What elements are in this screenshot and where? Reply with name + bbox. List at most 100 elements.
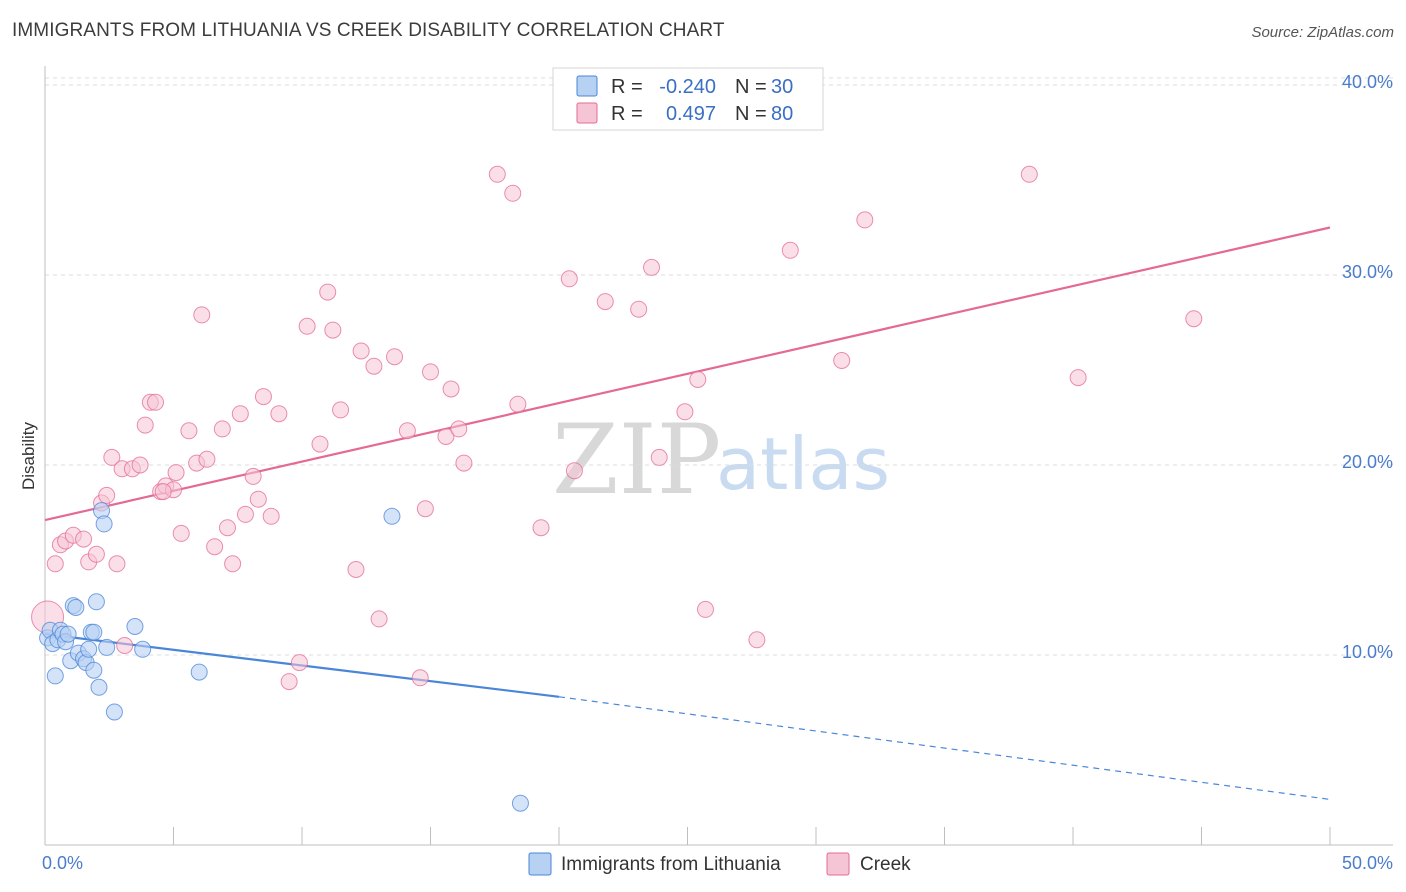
creek-point [504, 184, 522, 202]
bottom-legend-label-creek: Creek [860, 854, 911, 875]
creek-points [31, 165, 1203, 691]
creek-point [262, 507, 280, 525]
series-legend: Immigrants from Lithuania Creek [528, 852, 911, 876]
legend-r-label-1: R = [611, 76, 643, 98]
creek-point [193, 306, 211, 324]
creek-point [781, 241, 799, 259]
legend-swatch-lithuania [576, 75, 598, 97]
creek-point [748, 631, 766, 649]
lithuania-point [190, 663, 208, 681]
y-tick-label-40: 40.0% [1342, 72, 1393, 92]
lithuania-point [46, 667, 64, 685]
lithuania-point [126, 618, 144, 635]
y-axis-label: Disability [19, 421, 38, 490]
creek-point [630, 300, 648, 318]
chart-title: IMMIGRANTS FROM LITHUANIA VS CREEK DISAB… [12, 20, 725, 41]
lithuania-point [134, 640, 152, 658]
creek-point [386, 348, 404, 366]
creek-point [270, 405, 288, 423]
creek-point [696, 600, 714, 618]
x-tick-label-max: 50.0% [1342, 853, 1393, 873]
creek-point [311, 435, 329, 453]
lithuania-point [67, 599, 85, 616]
creek-point [856, 211, 874, 229]
creek-point [224, 555, 242, 573]
creek-point [442, 380, 460, 398]
legend-swatch-creek [576, 102, 598, 124]
y-tick-label-10: 10.0% [1342, 642, 1393, 662]
source-credit: Source: ZipAtlas.com [1251, 24, 1394, 41]
creek-point [87, 545, 105, 563]
creek-point [833, 352, 851, 369]
creek-point [560, 270, 578, 288]
creek-point [650, 448, 668, 466]
lithuania-points [39, 502, 529, 812]
creek-point [437, 428, 455, 445]
creek-point [643, 258, 661, 276]
legend-n-label-1: N = [735, 76, 767, 98]
creek-point [676, 403, 694, 421]
creek-point [75, 530, 93, 548]
creek-point [455, 454, 473, 472]
watermark-atlas: atlas [716, 422, 890, 506]
lithuania-point [105, 703, 123, 721]
creek-point [280, 673, 298, 691]
legend-r-value-2: 0.497 [666, 103, 716, 125]
legend-r-value-1: -0.240 [659, 76, 716, 98]
creek-point [249, 490, 267, 508]
creek-point [596, 293, 614, 311]
creek-point [298, 317, 316, 335]
creek-point [180, 422, 198, 440]
creek-point [352, 342, 370, 360]
bottom-legend-label-lithuania: Immigrants from Lithuania [561, 854, 781, 875]
creek-point [167, 464, 185, 482]
y-tick-label-20: 20.0% [1342, 452, 1393, 472]
creek-point [290, 654, 308, 672]
creek-point [398, 422, 416, 440]
creek-point [154, 483, 172, 501]
creek-point [532, 519, 550, 537]
creek-point [136, 416, 154, 434]
lithuania-point [383, 507, 401, 525]
creek-point [236, 505, 254, 523]
creek-point [172, 524, 190, 542]
lithuania-point [98, 638, 116, 656]
creek-point [1020, 165, 1038, 183]
creek-point [509, 395, 527, 413]
creek-point [324, 321, 342, 339]
creek-point [46, 555, 64, 573]
creek-point [319, 283, 337, 301]
lithuania-point [85, 623, 103, 641]
creek-point [332, 401, 350, 419]
legend-n-value-1: 30 [771, 76, 793, 98]
creek-point [103, 448, 121, 466]
bottom-legend-swatch-creek [826, 852, 850, 876]
creek-point [565, 462, 583, 480]
creek-point [198, 450, 216, 468]
x-tick-label-min: 0.0% [42, 853, 83, 873]
creek-point [131, 456, 149, 474]
lithuania-point [80, 640, 98, 658]
creek-point [411, 669, 429, 687]
creek-point [450, 420, 468, 438]
creek-point [147, 393, 165, 411]
creek-point [218, 519, 236, 537]
creek-point [206, 538, 224, 556]
lithuania-point [87, 593, 105, 611]
creek-point [98, 486, 116, 504]
creek-point [108, 555, 126, 573]
y-tick-label-30: 30.0% [1342, 262, 1393, 282]
creek-point [416, 500, 434, 518]
creek-point [254, 388, 272, 406]
lithuania-point [95, 515, 113, 533]
creek-point [244, 467, 262, 485]
watermark-zip: ZIP [552, 404, 721, 516]
legend-n-label-2: N = [735, 103, 767, 125]
creek-point [422, 363, 439, 381]
creek-point [1185, 310, 1203, 328]
trend-line-extension-blue [558, 696, 1331, 800]
creek-point [1069, 369, 1087, 387]
lithuania-point [85, 661, 103, 679]
creek-point [231, 405, 249, 423]
